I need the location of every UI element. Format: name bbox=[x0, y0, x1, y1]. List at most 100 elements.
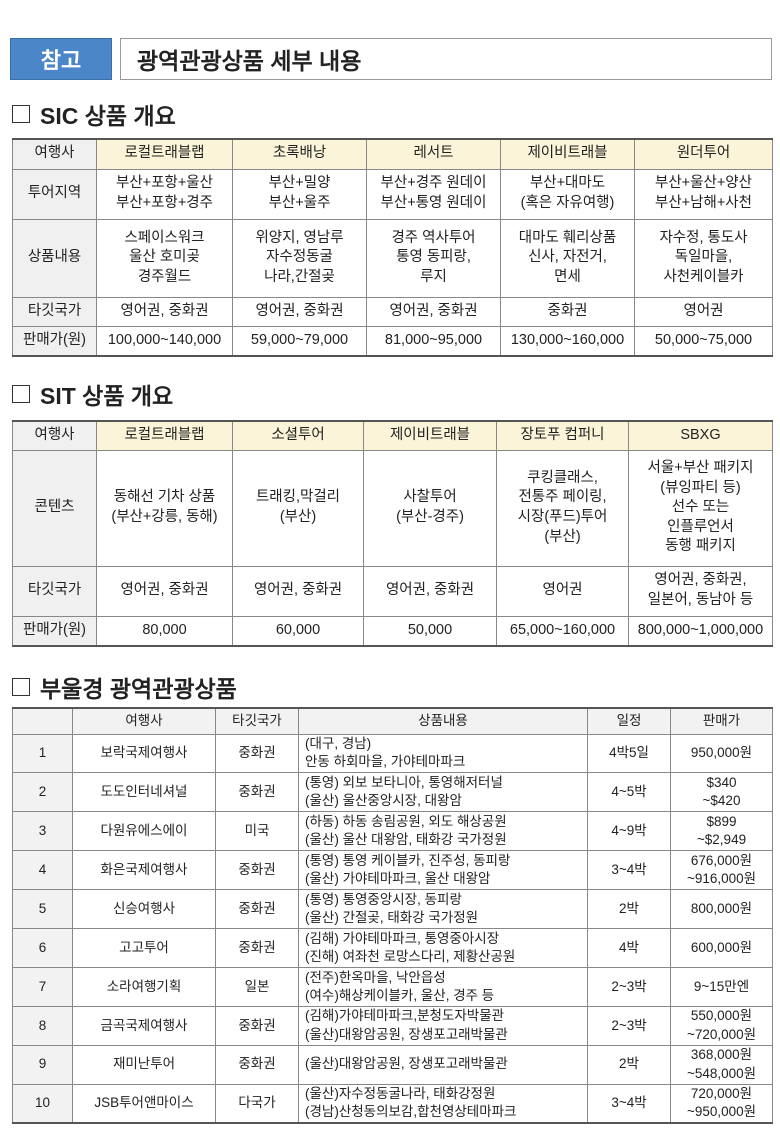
header-agency: 제이비트래블 bbox=[363, 420, 497, 451]
table-cell: 영어권, 중화권 bbox=[363, 565, 497, 617]
cell-line: 신사, 자전거, bbox=[528, 249, 607, 266]
cell-line: 영어권 bbox=[542, 582, 583, 599]
table-row: 10 JSB투어앤마이스 다국가 (울산)자수정동굴나라, 태화강정원 (경남)산청동의… bbox=[12, 1083, 773, 1124]
schedule-cell: 4~5박 bbox=[587, 772, 671, 813]
cell-line: ~548,000원 bbox=[686, 1065, 757, 1081]
cell-line: 50,000 bbox=[407, 621, 453, 638]
table-cell: 60,000 bbox=[232, 615, 364, 647]
cell-line: 50,000~75,000 bbox=[654, 331, 753, 348]
row-label: 콘텐츠 bbox=[12, 449, 97, 567]
cell-line: (부산-경주) bbox=[396, 509, 464, 525]
schedule-cell: 3~4박 bbox=[587, 1083, 671, 1124]
price-cell: 9~15만엔 bbox=[670, 966, 773, 1007]
cell-line: (울산) 울산중앙시장, 대왕암 bbox=[305, 793, 462, 809]
row-label: 타깃국가 bbox=[12, 565, 97, 617]
cell-line: (전주)한옥마을, 낙안읍성 bbox=[305, 969, 446, 985]
table-row: 판매가(원) 100,000~140,000 59,000~79,000 81,000… bbox=[12, 325, 773, 357]
cell-line: 부산+경주 원데이 bbox=[380, 175, 487, 192]
target-cell: 중화권 bbox=[215, 772, 299, 813]
cell-line: 경주월드 bbox=[137, 268, 192, 285]
table-row: 콘텐츠 동해선 기차 상품 (부산+강릉, 동해) 트래킹,막걸리 (부산) 사찰투어 (부… bbox=[12, 449, 773, 567]
cell-line: 59,000~79,000 bbox=[250, 331, 349, 348]
table-row: 타깃국가 영어권, 중화권 영어권, 중화권 영어권, 중화권 영어권 영어권, 중화권,… bbox=[12, 565, 773, 617]
cell-line: 대마도 훼리상품 bbox=[518, 229, 617, 246]
table-row: 9 재미난투어 중화권 (울산)대왕암공원, 장생포고래박물관 2박 368,000원 ~5… bbox=[12, 1044, 773, 1085]
agency-cell: 금곡국제여행사 bbox=[72, 1005, 216, 1046]
cell-line: 면세 bbox=[554, 268, 581, 285]
header-agency: 레서트 bbox=[366, 138, 501, 170]
cell-line: 600,000원 bbox=[690, 939, 753, 955]
cell-line: 전통주 페이링, bbox=[518, 489, 607, 506]
table-cell: 65,000~160,000 bbox=[496, 615, 629, 647]
cell-line: 자수정동굴 bbox=[266, 249, 333, 266]
cell-line: 65,000~160,000 bbox=[509, 621, 616, 638]
content-cell: (울산)대왕암공원, 장생포고래박물관 bbox=[298, 1044, 588, 1085]
header-row: 여행사 로컬트래블랩 소셜투어 제이비트래블 장토푸 컴퍼니 SBXG bbox=[12, 420, 773, 451]
checkbox-square-icon bbox=[12, 105, 30, 123]
cell-line: 부산+울주 bbox=[268, 195, 331, 211]
cell-line: 동해선 기차 상품 bbox=[113, 489, 216, 506]
table-cell: 영어권 bbox=[634, 296, 773, 327]
price-cell: 950,000원 bbox=[670, 733, 773, 774]
cell-line: 부산+밀양 bbox=[268, 175, 331, 192]
table-cell: 100,000~140,000 bbox=[96, 325, 233, 357]
table-cell: 부산+대마도 (혹은 자유여행) bbox=[500, 168, 635, 220]
table-cell: 영어권, 중화권 bbox=[96, 296, 233, 327]
row-number: 6 bbox=[12, 927, 73, 968]
agency-cell: 화은국제여행사 bbox=[72, 850, 216, 891]
table-cell: 쿠킹클래스, 전통주 페이링, 시장(푸드)투어 (부산) bbox=[496, 449, 629, 567]
cell-line: (부산+강릉, 동해) bbox=[111, 509, 218, 525]
column-header: 여행사 bbox=[72, 707, 216, 735]
column-header: 일정 bbox=[587, 707, 671, 735]
content-cell: (통영) 통영 케이블카, 진주성, 동피랑 (울산) 가야테마파크, 울산 대왕… bbox=[298, 850, 588, 891]
header-agency: 제이비트래블 bbox=[500, 138, 635, 170]
cell-line: 800,000원 bbox=[690, 900, 753, 916]
table-cell: 경주 역사투어 통영 동피랑, 루지 bbox=[366, 218, 501, 298]
table-cell: 자수정, 통도사 독일마을, 사천케이블카 bbox=[634, 218, 773, 298]
target-cell: 중화권 bbox=[215, 733, 299, 774]
cell-line: 통영 동피랑, bbox=[396, 249, 471, 266]
agency-cell: JSB투어앤마이스 bbox=[72, 1083, 216, 1124]
header-agency: SBXG bbox=[628, 420, 773, 451]
cell-line: 130,000~160,000 bbox=[510, 331, 625, 348]
cell-line: (김해)가야테마파크,분청도자박물관 bbox=[305, 1008, 505, 1024]
cell-line: 사찰투어 bbox=[403, 489, 457, 506]
row-number: 10 bbox=[12, 1083, 73, 1124]
cell-line: 80,000 bbox=[142, 621, 187, 638]
section-heading-sic: SIC 상품 개요 bbox=[12, 97, 176, 131]
table-cell: 영어권 bbox=[496, 565, 629, 617]
cell-line: 부산+포항+울산 bbox=[116, 175, 213, 192]
cell-line: (울산)대왕암공원, 장생포고래박물관 bbox=[305, 1026, 508, 1042]
row-label: 판매가(원) bbox=[12, 615, 97, 647]
schedule-cell: 2~3박 bbox=[587, 1005, 671, 1046]
content-cell: (통영) 통영중앙시장, 동피랑 (울산) 간절곶, 태화강 국가정원 bbox=[298, 889, 588, 929]
cell-line: 100,000~140,000 bbox=[107, 331, 222, 348]
cell-line: 부산+포항+경주 bbox=[116, 195, 213, 211]
price-cell: 550,000원 ~720,000원 bbox=[670, 1005, 773, 1046]
header-agency: 로컬트래블랩 bbox=[96, 420, 233, 451]
cell-line: ~720,000원 bbox=[686, 1026, 757, 1042]
cell-line: (진해) 여좌천 로망스다리, 제황산공원 bbox=[305, 948, 516, 964]
table-row: 판매가(원) 80,000 60,000 50,000 65,000~160,000 80… bbox=[12, 615, 773, 647]
cell-line: 81,000~95,000 bbox=[384, 331, 483, 348]
target-cell: 중화권 bbox=[215, 1044, 299, 1085]
content-cell: (김해)가야테마파크,분청도자박물관 (울산)대왕암공원, 장생포고래박물관 bbox=[298, 1005, 588, 1046]
checkbox-square-icon bbox=[12, 678, 30, 696]
cell-line: (경남)산청동의보감,합천영상테마파크 bbox=[305, 1104, 517, 1120]
table-row: 3 다원유에스에이 미국 (하동) 하동 송림공원, 외도 해상공원 (울산) 울산 대… bbox=[12, 811, 773, 852]
cell-line: 부산+대마도 bbox=[529, 175, 606, 192]
cell-line: 독일마을, bbox=[674, 249, 733, 266]
target-cell: 중화권 bbox=[215, 850, 299, 891]
cell-line: 영어권, 중화권, bbox=[654, 572, 747, 589]
row-label: 판매가(원) bbox=[12, 325, 97, 357]
row-label: 상품내용 bbox=[12, 218, 97, 298]
table-cell: 영어권, 중화권 bbox=[366, 296, 501, 327]
cell-line: 선수 또는 bbox=[671, 499, 730, 516]
table-cell: 50,000~75,000 bbox=[634, 325, 773, 357]
target-cell: 중화권 bbox=[215, 889, 299, 929]
sit-table: 여행사 로컬트래블랩 소셜투어 제이비트래블 장토푸 컴퍼니 SBXG 콘텐츠 동해선 기차 … bbox=[12, 420, 773, 647]
section-heading-sit: SIT 상품 개요 bbox=[12, 377, 173, 411]
table-cell: 스페이스워크 울산 호미곶 경주월드 bbox=[96, 218, 233, 298]
cell-line: 영어권 bbox=[683, 302, 724, 319]
price-cell: 800,000원 bbox=[670, 889, 773, 929]
